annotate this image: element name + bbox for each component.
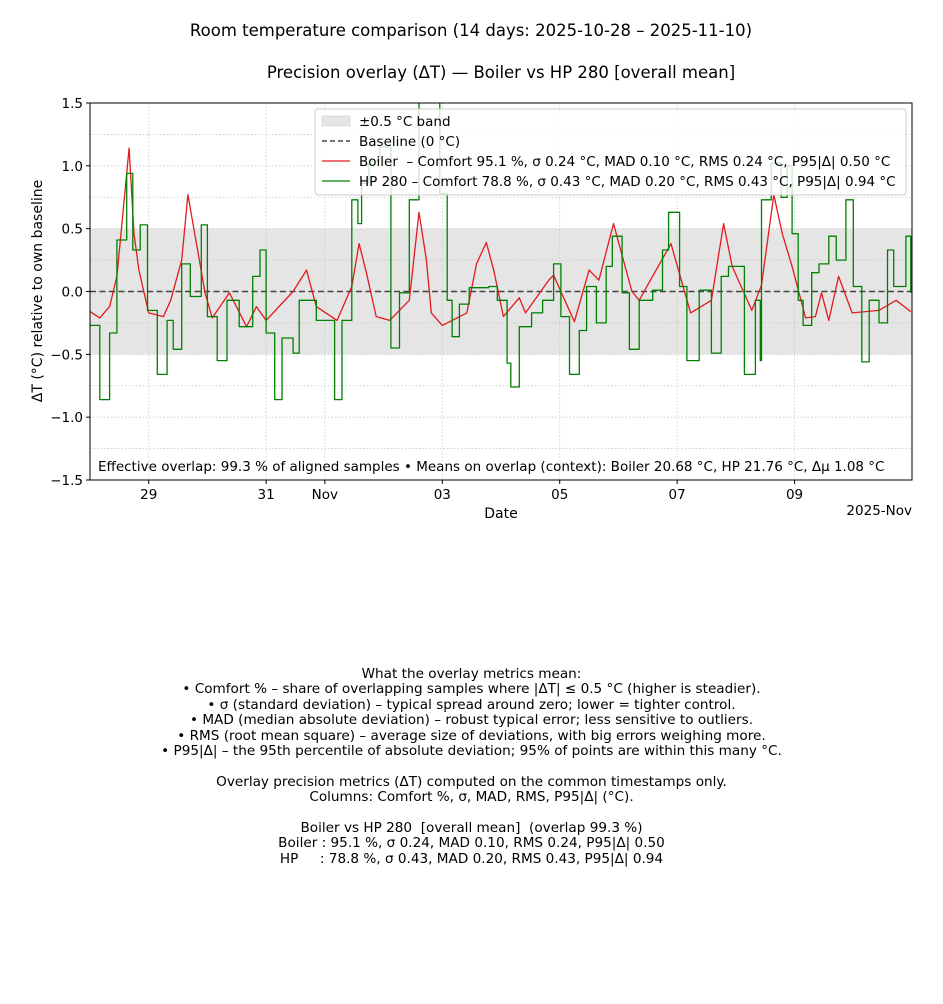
explanation-line — [0, 759, 943, 774]
x-offset-label: 2025-Nov — [846, 503, 912, 519]
explanation-line — [0, 806, 943, 821]
y-axis: −1.5 −1.0 −0.5 0.0 0.5 1.0 1.5 — [50, 96, 90, 489]
explanation-line: • RMS (root mean square) – average size … — [177, 727, 766, 744]
y-tick-label: 0.0 — [62, 285, 83, 301]
legend-band-swatch — [321, 115, 351, 127]
y-tick-label: 1.0 — [62, 159, 83, 175]
y-tick-label: 0.5 — [62, 222, 83, 238]
legend: ±0.5 °C band Baseline (0 °C) Boiler – Co… — [314, 108, 907, 196]
explanation-line: Boiler vs HP 280 [overall mean] (overlap… — [300, 820, 643, 837]
overlap-annotation: Effective overlap: 99.3 % of aligned sam… — [98, 459, 884, 475]
explanation-line: What the overlay metrics mean: — [361, 666, 582, 682]
suptitle: Room temperature comparison (14 days: 20… — [190, 21, 752, 40]
y-tick-label: −0.5 — [50, 347, 83, 363]
explanation-line: • σ (standard deviation) – typical sprea… — [207, 696, 736, 713]
y-tick-label: −1.0 — [50, 410, 83, 426]
x-tick-label: 29 — [140, 487, 157, 503]
explanation-line: • Comfort % – share of overlapping sampl… — [182, 681, 761, 698]
x-tick-label: 07 — [669, 487, 686, 503]
explanation-line: • P95|Δ| – the 95th percentile of absolu… — [161, 743, 782, 760]
x-tick-label: Nov — [312, 487, 338, 503]
legend-boiler-label: Boiler – Comfort 95.1 %, σ 0.24 °C, MAD … — [359, 154, 890, 170]
x-axis: 29 31 Nov 03 05 07 09 — [140, 480, 803, 503]
chart-title: Precision overlay (ΔT) — Boiler vs HP 28… — [267, 63, 735, 82]
explanation-line: Boiler : 95.1 %, σ 0.24, MAD 0.10, RMS 0… — [278, 835, 665, 852]
explanation-line: • MAD (median absolute deviation) – robu… — [189, 712, 754, 729]
explanation-line: HP : 78.8 %, σ 0.43, MAD 0.20, RMS 0.43,… — [279, 850, 664, 867]
x-tick-label: 31 — [258, 487, 275, 503]
boiler-series-line — [90, 147, 912, 328]
hp280-series-line — [90, 103, 912, 401]
series-layer — [90, 103, 912, 401]
x-tick-label: 09 — [786, 487, 803, 503]
x-axis-label: Date — [484, 506, 517, 522]
legend-band-label: ±0.5 °C band — [359, 114, 451, 130]
y-tick-label: 1.5 — [62, 96, 83, 112]
x-tick-label: 03 — [434, 487, 451, 503]
y-axis-label: ΔT (°C) relative to own baseline — [30, 180, 46, 402]
metrics-explanation: What the overlay metrics mean: • Comfort … — [0, 666, 943, 867]
explanation-line: Columns: Comfort %, σ, MAD, RMS, P95|Δ| … — [309, 789, 634, 806]
x-tick-label: 05 — [551, 487, 568, 503]
explanation-line: Overlay precision metrics (ΔT) computed … — [216, 773, 727, 790]
legend-hp-label: HP 280 – Comfort 78.8 %, σ 0.43 °C, MAD … — [359, 174, 896, 190]
legend-box — [314, 108, 907, 196]
y-tick-label: −1.5 — [50, 473, 83, 489]
legend-baseline-label: Baseline (0 °C) — [359, 134, 460, 150]
